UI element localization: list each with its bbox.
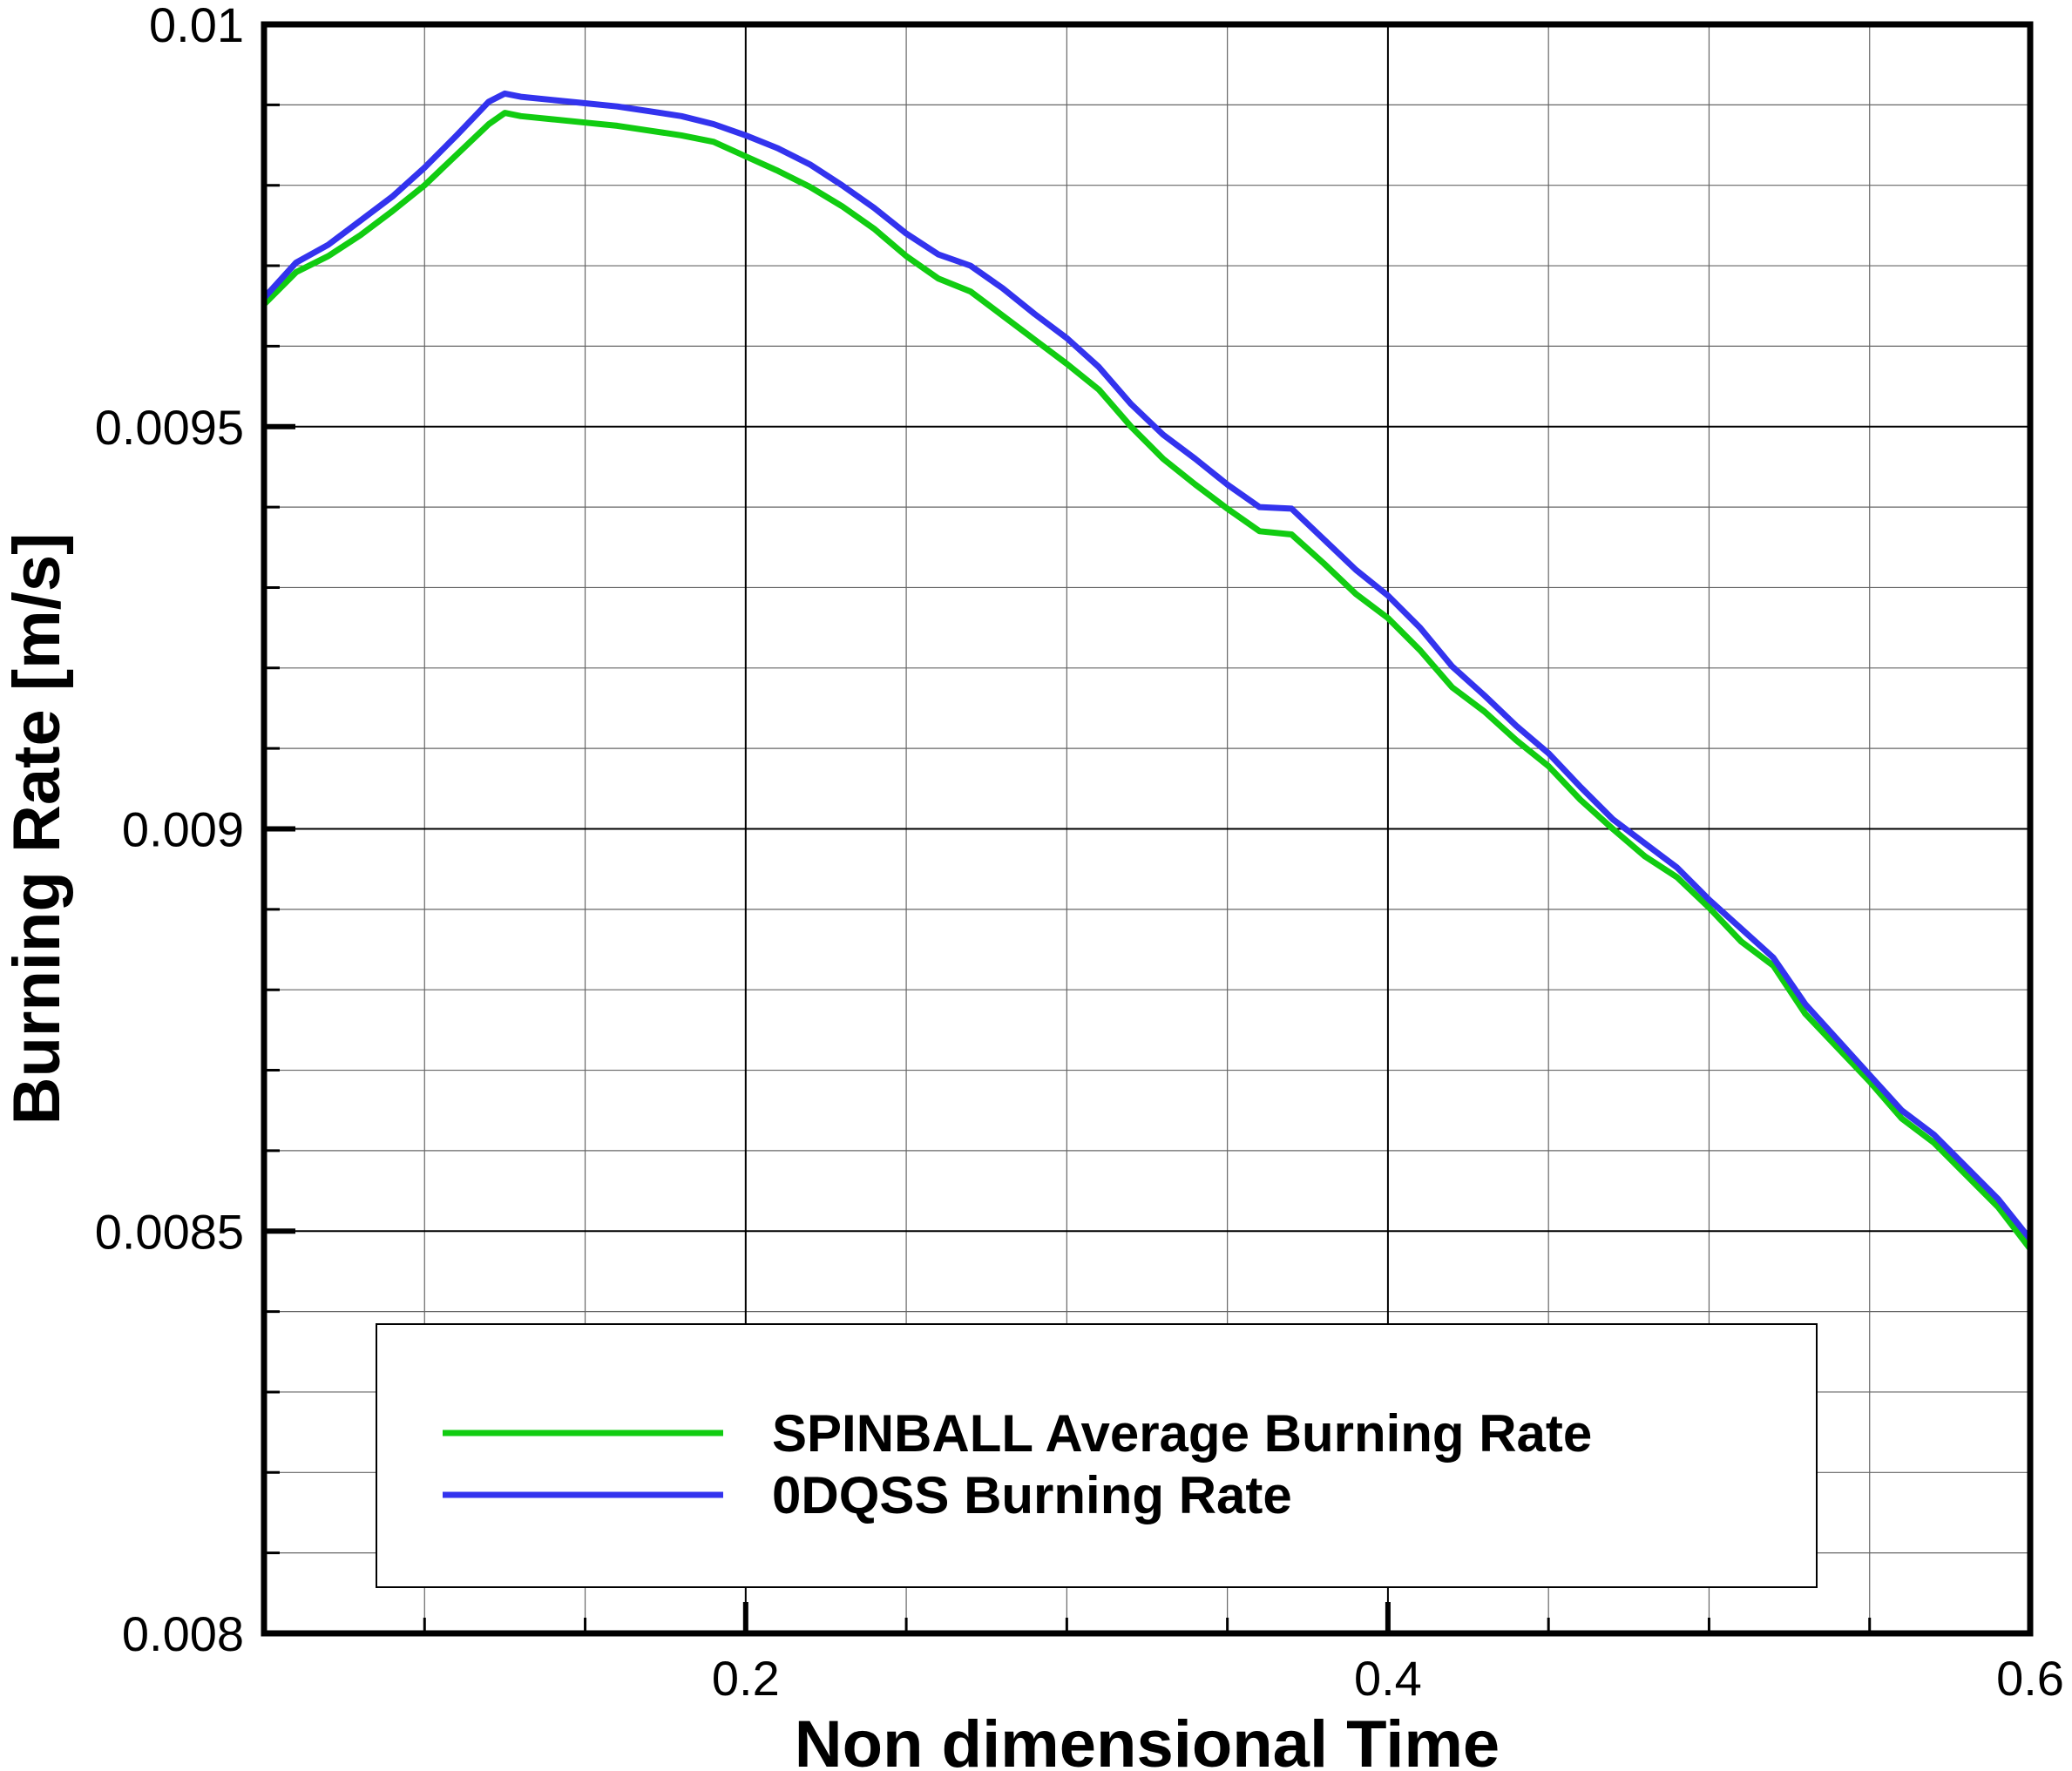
legend-box — [376, 1323, 1818, 1588]
series-layer — [261, 90, 2034, 1253]
series-line-1 — [261, 90, 2034, 1242]
y-axis-title: Burning Rate [m/s] — [0, 533, 74, 1125]
y-tick-label: 0.0095 — [95, 400, 244, 455]
y-tick-label: 0.009 — [122, 802, 244, 857]
x-tick-label: 0.2 — [712, 1651, 780, 1706]
series-line-0 — [261, 110, 2034, 1253]
y-tick-labels: 0.008 0.0085 0.009 0.0095 0.01 — [95, 0, 244, 1661]
x-tick-label: 0.4 — [1354, 1651, 1422, 1706]
y-tick-label: 0.008 — [122, 1606, 244, 1661]
x-axis-title: Non dimensional Time — [795, 1707, 1500, 1771]
x-tick-label: 0.6 — [1996, 1651, 2064, 1706]
legend-label-spinball: SPINBALL Average Burning Rate — [772, 1404, 1592, 1463]
axis-ticks — [264, 22, 1872, 1636]
legend: SPINBALL Average Burning Rate 0DQSS Burn… — [376, 1323, 1818, 1588]
legend-label-0dqss: 0DQSS Burning Rate — [772, 1466, 1292, 1524]
x-tick-labels: 0.2 0.4 0.6 — [712, 1651, 2064, 1706]
y-tick-label: 0.01 — [149, 0, 244, 52]
y-tick-label: 0.0085 — [95, 1204, 244, 1259]
